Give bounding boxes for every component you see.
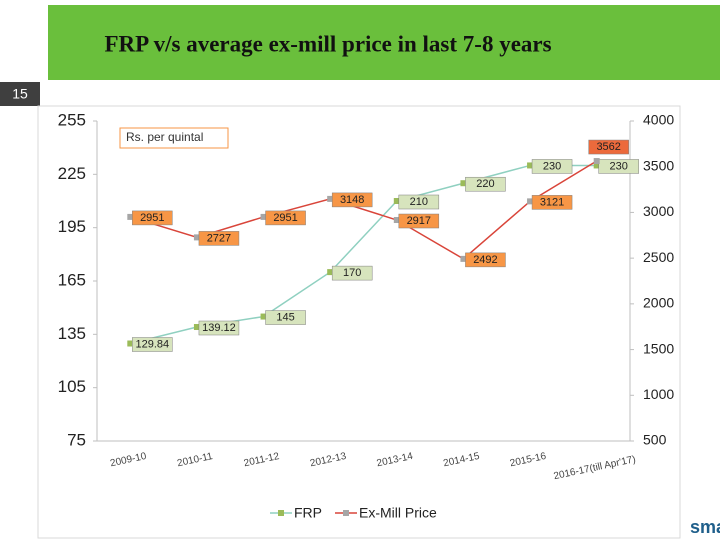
x-tick-label: 2011-12	[243, 451, 281, 469]
data-label: 220	[476, 178, 494, 190]
x-tick-label: 2013-14	[376, 451, 415, 469]
marker	[193, 324, 200, 331]
x-tick-label: 2009-10	[109, 451, 148, 469]
data-label: 2492	[473, 254, 497, 266]
marker	[260, 313, 267, 320]
data-label: 2917	[407, 215, 431, 227]
y2-tick-label: 3500	[643, 157, 674, 173]
y2-tick-label: 500	[643, 432, 667, 448]
page-number-box	[0, 82, 40, 106]
marker	[393, 198, 400, 204]
data-label-box	[265, 210, 306, 226]
data-label: 230	[543, 160, 561, 172]
data-label: 170	[343, 267, 361, 279]
x-tick-label: 2014-15	[442, 451, 481, 469]
marker	[193, 234, 200, 241]
marker	[460, 180, 467, 187]
data-label: 2951	[140, 212, 164, 224]
data-label-box	[198, 231, 240, 246]
marker	[460, 255, 467, 262]
legend-label: FRP	[294, 505, 322, 521]
y2-tick-label: 3000	[643, 203, 674, 219]
legend-marker	[343, 510, 349, 516]
y2-tick-label: 2500	[643, 249, 674, 265]
marker	[593, 158, 600, 165]
marker	[327, 195, 334, 202]
annotation: Rs. per quintal	[126, 130, 203, 144]
data-label: 2727	[207, 232, 231, 244]
y-tick-label: 75	[67, 430, 86, 449]
legend-marker	[278, 510, 284, 516]
data-label-box	[331, 192, 373, 208]
marker	[527, 198, 534, 205]
data-label-box	[331, 265, 373, 281]
data-label-box	[531, 159, 573, 174]
y-tick-label: 195	[58, 217, 86, 236]
data-label-box	[465, 252, 506, 268]
legend-label: Ex-Mill Price	[359, 505, 437, 521]
y2-tick-label: 1500	[643, 340, 674, 356]
y-tick-label: 105	[58, 377, 86, 396]
logo: sma	[690, 517, 720, 537]
marker	[327, 269, 334, 276]
x-tick-label: 2012-13	[309, 451, 348, 469]
data-label-box	[598, 159, 639, 174]
x-tick-label: 2016-17(till Apr'17)	[553, 454, 637, 482]
x-tick-label: 2015-16	[509, 451, 548, 469]
x-tick-label: 2010-11	[176, 451, 214, 469]
data-label: 3148	[340, 194, 364, 206]
data-label: 2951	[273, 212, 297, 224]
page-number: 15	[12, 86, 28, 102]
marker	[393, 217, 400, 224]
data-label: 129.84	[135, 338, 169, 350]
data-label: 3121	[540, 196, 564, 208]
data-label: 230	[610, 160, 628, 172]
data-label: 210	[410, 196, 428, 208]
y2-tick-label: 2000	[643, 295, 674, 311]
y-tick-label: 165	[58, 270, 86, 289]
header-band	[48, 5, 720, 80]
y2-tick-label: 1000	[643, 386, 674, 402]
y2-tick-label: 4000	[643, 112, 674, 128]
data-label-box	[588, 139, 629, 155]
marker	[127, 213, 134, 220]
data-label-box	[132, 337, 173, 352]
marker	[260, 213, 267, 220]
data-label-box	[265, 310, 306, 325]
y-tick-label: 135	[58, 324, 86, 343]
data-label: 145	[276, 311, 294, 323]
data-label-box	[398, 213, 440, 229]
data-label-box	[398, 194, 440, 210]
data-label-box	[531, 195, 573, 210]
data-label-box	[132, 210, 173, 226]
data-label: 139.12	[202, 322, 236, 334]
y-tick-label: 225	[58, 164, 86, 183]
chart-frame	[37, 105, 681, 539]
data-label: 3562	[596, 141, 620, 153]
marker	[527, 162, 534, 169]
marker	[127, 340, 134, 347]
series-line	[130, 164, 597, 345]
y-tick-label: 255	[58, 110, 86, 129]
slide-title: FRP v/s average ex-mill price in last 7-…	[104, 31, 551, 56]
marker	[593, 162, 600, 169]
data-label-box	[198, 320, 240, 336]
data-label-box	[465, 176, 506, 192]
annotation-box	[119, 127, 229, 149]
